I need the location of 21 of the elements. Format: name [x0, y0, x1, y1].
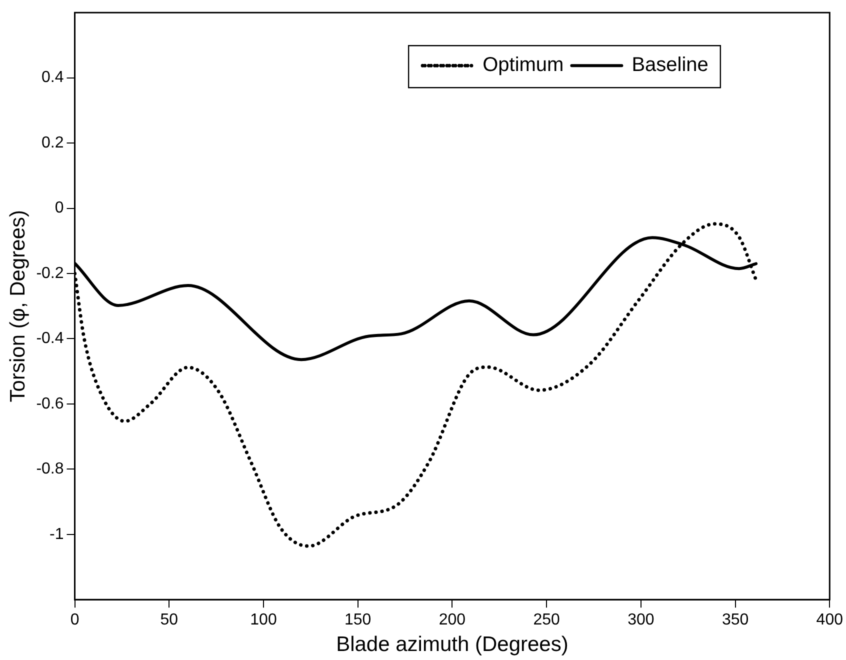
x-axis-title: Blade azimuth (Degrees) [336, 633, 568, 656]
x-tick-label: 100 [250, 612, 277, 629]
x-tick-label: 400 [816, 612, 844, 629]
y-tick-label: -0.2 [36, 264, 64, 282]
y-tick-label: -1 [50, 526, 64, 543]
x-tick-label: 300 [628, 612, 654, 629]
y-tick-label: -0.4 [36, 330, 64, 348]
x-tick-label: 200 [438, 612, 466, 629]
y-tick-label: -0.8 [36, 460, 64, 478]
y-tick-label: 0 [54, 200, 64, 217]
y-tick-label: -0.6 [36, 395, 64, 412]
y-tick-label: 0.4 [42, 69, 64, 86]
legend-label: Optimum [482, 54, 564, 76]
x-tick-label: 0 [70, 612, 80, 629]
y-tick-label: 0.2 [42, 134, 64, 152]
x-tick-label: 250 [533, 612, 560, 629]
legend-label: Baseline [632, 54, 708, 76]
y-axis-title: Torsion (φ, Degrees) [6, 210, 30, 402]
x-tick-label: 50 [160, 612, 178, 629]
x-tick-label: 350 [722, 612, 749, 629]
x-tick-label: 150 [344, 612, 372, 629]
